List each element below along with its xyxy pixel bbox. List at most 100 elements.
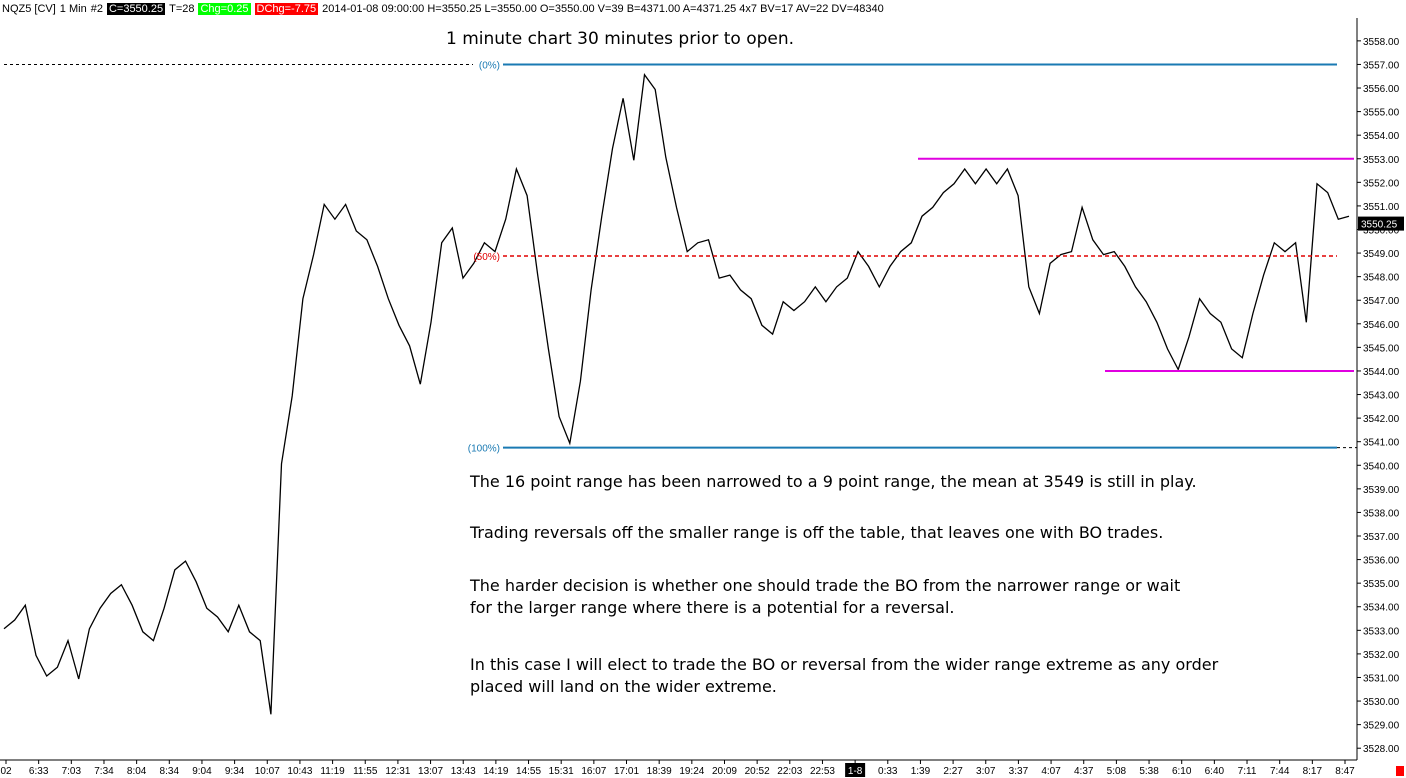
price-tick-label: 3557.00 — [1363, 60, 1400, 71]
time-tick-label: 14:55 — [516, 766, 541, 777]
price-tick-label: 3538.00 — [1363, 508, 1400, 519]
price-tick-label: 3549.00 — [1363, 249, 1400, 260]
time-tick-label: 4:37 — [1074, 766, 1094, 777]
time-tick-label: 6:40 — [1205, 766, 1225, 777]
time-tick-label: 2:27 — [943, 766, 963, 777]
time-tick-label: 8:47 — [1335, 766, 1355, 777]
price-tick-label: 3528.00 — [1363, 744, 1400, 755]
note-1: The 16 point range has been narrowed to … — [470, 471, 1197, 493]
price-tick-label: 3544.00 — [1363, 367, 1400, 378]
time-tick-label: 8:34 — [160, 766, 180, 777]
note-3-line-1: The harder decision is whether one shoul… — [470, 576, 1181, 595]
price-tick-label: 3529.00 — [1363, 721, 1400, 732]
price-tick-label: 3531.00 — [1363, 673, 1400, 684]
time-tick-label: 3:07 — [976, 766, 996, 777]
plot-area: (0%) (50%) (100%) — [3, 60, 1357, 715]
time-tick-label: 9:04 — [192, 766, 212, 777]
price-line — [3, 72, 1350, 715]
last-price-label: 3550.25 — [1361, 220, 1398, 231]
price-tick-label: 3541.00 — [1363, 438, 1400, 449]
price-tick-label: 3555.00 — [1363, 108, 1400, 119]
time-tick-label: 22:53 — [810, 766, 835, 777]
time-tick-label: 1:39 — [911, 766, 931, 777]
symbol-label[interactable]: NQZ5 [CV] — [2, 3, 56, 15]
price-tick-label: 3550.00 — [1363, 225, 1400, 236]
time-tick-label: 9:34 — [225, 766, 245, 777]
chart-header: NQZ5 [CV] 1 Min #2 C=3550.25 T=28 Chg=0.… — [2, 1, 888, 17]
time-tick-label: 0:33 — [878, 766, 898, 777]
time-axis: 02 6:33 7:03 7:34 8:04 8:34 9:04 9:34 10:07 10:43… — [0, 759, 1357, 777]
note-3: The harder decision is whether one shoul… — [470, 575, 1180, 619]
price-tick-label: 3546.00 — [1363, 320, 1400, 331]
price-tick-label: 3540.00 — [1363, 461, 1400, 472]
time-tick-label: 17:01 — [614, 766, 639, 777]
price-tick-label: 3545.00 — [1363, 343, 1400, 354]
price-tick-label: 3533.00 — [1363, 626, 1400, 637]
time-tick-label: 3:37 — [1009, 766, 1029, 777]
price-tick-label: 3558.00 — [1363, 37, 1400, 48]
price-tick-label: 3537.00 — [1363, 532, 1400, 543]
time-tick-label: 20:09 — [712, 766, 737, 777]
time-tick-label: 15:31 — [549, 766, 574, 777]
change-badge: Chg=0.25 — [198, 3, 251, 15]
price-tick-label: 3552.00 — [1363, 178, 1400, 189]
price-tick-label: 3532.00 — [1363, 650, 1400, 661]
last-price-badge — [1358, 216, 1404, 231]
price-tick-label: 3556.00 — [1363, 84, 1400, 95]
price-tick-label: 3530.00 — [1363, 697, 1400, 708]
fib-level-label: (0%) — [479, 60, 500, 71]
time-tick-label: 6:33 — [29, 766, 49, 777]
time-tick-label: 7:34 — [94, 766, 114, 777]
price-tick-label: 3548.00 — [1363, 273, 1400, 284]
note-2: Trading reversals off the smaller range … — [470, 522, 1163, 544]
time-tick-label: 7:44 — [1270, 766, 1290, 777]
price-tick-label: 3535.00 — [1363, 579, 1400, 590]
interval-label[interactable]: 1 Min — [59, 3, 87, 15]
note-3-line-2: for the larger range where there is a po… — [470, 598, 955, 617]
time-tick-label: 20:52 — [745, 766, 770, 777]
price-tick-label: 3553.00 — [1363, 155, 1400, 166]
fib-level-label: (50%) — [473, 252, 500, 263]
price-tick-label: 3543.00 — [1363, 391, 1400, 402]
chart-title-annotation: 1 minute chart 30 minutes prior to open. — [446, 29, 795, 49]
bar-info-text: 2014-01-08 09:00:00 H=3550.25 L=3550.00 … — [322, 3, 884, 15]
note-4-line-2: placed will land on the wider extreme. — [470, 677, 777, 696]
price-tick-label: 3539.00 — [1363, 485, 1400, 496]
tick-count-label: T=28 — [169, 3, 195, 15]
time-tick-label: 11:19 — [320, 766, 345, 777]
price-tick-label: 3542.00 — [1363, 414, 1400, 425]
time-tick-label: 02 — [0, 766, 12, 777]
daily-change-badge: DChg=-7.75 — [254, 3, 319, 15]
time-tick-label: 11:55 — [353, 766, 378, 777]
time-tick-label: 7:11 — [1238, 766, 1257, 777]
time-tick-label: 1-8 — [848, 766, 863, 777]
note-2-line-1: Trading reversals off the smaller range … — [470, 523, 1164, 542]
scroll-marker-icon[interactable] — [1396, 766, 1404, 776]
time-tick-label: 10:07 — [255, 766, 280, 777]
time-tick-label: 18:39 — [647, 766, 672, 777]
date-marker-bg — [845, 763, 866, 777]
price-axis: 3528.00 3529.00 3530.00 3531.00 3532.00 3533.… — [1356, 18, 1404, 760]
time-tick-label: 10:43 — [287, 766, 312, 777]
time-tick-label: 13:43 — [451, 766, 476, 777]
time-tick-label: 8:17 — [1303, 766, 1323, 777]
time-tick-label: 22:03 — [777, 766, 802, 777]
time-tick-label: 4:07 — [1041, 766, 1061, 777]
note-4-line-1: In this case I will elect to trade the B… — [470, 655, 1219, 674]
fib-level-label: (100%) — [468, 444, 500, 455]
time-tick-label: 5:38 — [1139, 766, 1159, 777]
time-tick-label: 16:07 — [581, 766, 606, 777]
note-4: In this case I will elect to trade the B… — [470, 654, 1218, 698]
note-1-line-1: The 16 point range has been narrowed to … — [470, 472, 1197, 491]
price-tick-label: 3551.00 — [1363, 202, 1400, 213]
time-tick-label: 5:08 — [1107, 766, 1127, 777]
time-tick-label: 12:31 — [385, 766, 410, 777]
price-tick-label: 3536.00 — [1363, 556, 1400, 567]
price-tick-label: 3554.00 — [1363, 131, 1400, 142]
time-tick-label: 8:04 — [127, 766, 147, 777]
time-tick-label: 19:24 — [679, 766, 704, 777]
chart-number-label: #2 — [90, 3, 103, 15]
time-tick-label: 13:07 — [418, 766, 443, 777]
time-tick-label: 7:03 — [62, 766, 82, 777]
